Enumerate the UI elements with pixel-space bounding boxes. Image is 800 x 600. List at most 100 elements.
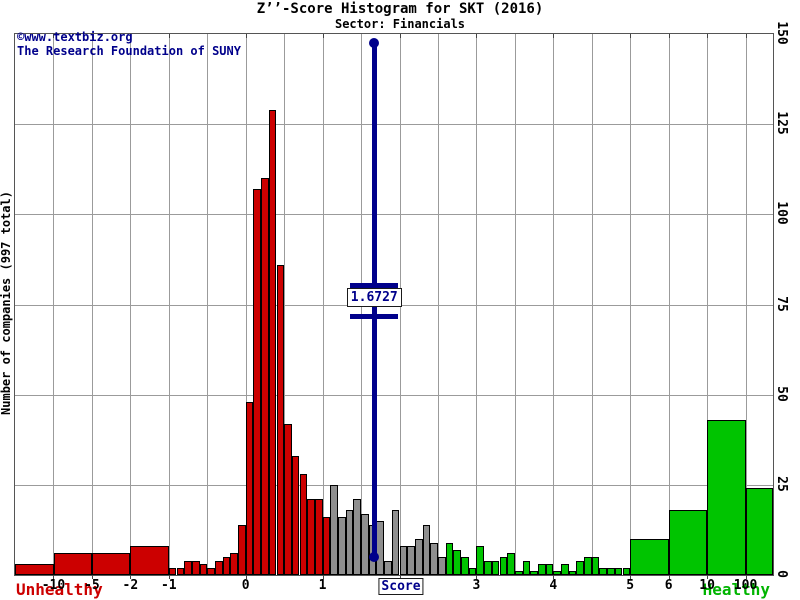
y-tick-label: 50: [774, 385, 790, 402]
marker-top-dot: [369, 38, 380, 48]
histogram-bar: [184, 560, 192, 575]
x-tick-mark-top: [53, 34, 55, 38]
histogram-bar: [230, 553, 238, 575]
x-tick-mark: [245, 575, 247, 579]
histogram-bar: [322, 517, 331, 575]
x-tick-mark: [553, 575, 555, 579]
y-tick-label: 100: [774, 201, 790, 226]
healthy-zone-label: Healthy: [702, 580, 770, 599]
y-tick-label: 75: [774, 295, 790, 312]
histogram-bar: [537, 564, 546, 575]
histogram-bar: [630, 538, 669, 575]
x-axis-title: Score: [378, 578, 424, 595]
histogram-bar: [599, 567, 608, 575]
histogram-bar: [453, 549, 461, 575]
watermark-org: The Research Foundation of SUNY: [17, 44, 241, 58]
histogram-bar: [191, 560, 200, 575]
y-tick-label: 25: [774, 475, 790, 492]
x-tick-label: 6: [664, 578, 673, 593]
x-tick-mark: [53, 575, 55, 579]
histogram-bar: [91, 553, 131, 575]
histogram-bar: [399, 546, 408, 575]
chart-subtitle: Sector: Financials: [334, 17, 466, 31]
x-tick-mark: [630, 575, 632, 579]
histogram-bar: [284, 423, 292, 575]
histogram-bar: [522, 560, 531, 575]
x-tick-label: -10: [41, 578, 66, 593]
histogram-bar: [291, 456, 300, 575]
histogram-bar: [253, 189, 262, 575]
x-tick-label: -1: [160, 578, 177, 593]
histogram-bar: [507, 553, 515, 575]
x-tick-mark: [91, 575, 93, 579]
histogram-bar: [199, 564, 208, 575]
x-tick-mark-top: [168, 34, 170, 38]
histogram-bar: [261, 178, 269, 575]
histogram-bar: [330, 484, 338, 575]
x-tick-label: 1: [318, 578, 327, 593]
histogram-bar: [53, 553, 92, 575]
x-tick-mark: [168, 575, 170, 579]
y-axis-title: Number of companies (997 total): [0, 191, 13, 415]
histogram-bar: [384, 560, 392, 575]
histogram-bar: [491, 560, 500, 575]
histogram-bar: [338, 517, 346, 575]
x-tick-mark-top: [245, 34, 247, 38]
histogram-bar: [553, 571, 561, 575]
histogram-bar: [15, 564, 54, 575]
gridline-horizontal: [15, 214, 773, 216]
histogram-bar: [576, 560, 585, 575]
histogram-bar: [568, 571, 577, 575]
x-tick-mark: [707, 575, 709, 579]
chart-title: Z’’-Score Histogram for SKT (2016): [256, 1, 544, 17]
histogram-bar: [484, 560, 492, 575]
histogram-bar: [745, 488, 773, 575]
histogram-bar: [607, 567, 615, 575]
x-tick-mark-top: [668, 34, 670, 38]
plot-area: -10-5-2-10123456101001.6727: [14, 33, 774, 593]
y-tick-label: 0: [774, 570, 790, 578]
x-tick-label: -5: [84, 578, 100, 593]
x-tick-mark-top: [130, 34, 132, 38]
histogram-bar: [591, 557, 600, 575]
x-tick-mark-top: [630, 34, 632, 38]
y-tick-label: 125: [774, 111, 790, 135]
histogram-bar: [622, 567, 631, 575]
histogram-bar: [468, 567, 477, 575]
histogram-bar: [168, 567, 177, 575]
x-tick-label: -2: [122, 578, 139, 593]
histogram-bar: [614, 567, 623, 575]
unhealthy-zone-label: Unhealthy: [16, 580, 103, 599]
histogram-bar: [314, 499, 323, 575]
x-tick-label: 3: [472, 578, 481, 593]
histogram-bar: [345, 510, 354, 575]
x-tick-label: 10: [699, 578, 715, 593]
histogram-bar: [376, 520, 385, 575]
x-tick-mark: [130, 575, 132, 579]
x-tick-label: 0: [241, 578, 250, 593]
histogram-bar: [668, 510, 708, 575]
histogram-bar: [430, 542, 438, 575]
x-tick-mark-top: [91, 34, 93, 38]
x-tick-mark: [322, 575, 324, 579]
histogram-bar: [445, 542, 454, 575]
marker-crossbar-upper: [350, 283, 399, 288]
x-tick-label: 4: [549, 578, 558, 593]
histogram-bar: [414, 538, 423, 575]
x-tick-mark-top: [745, 34, 747, 38]
x-tick-mark: [668, 575, 670, 579]
histogram-bar: [222, 557, 231, 575]
histogram-bar: [530, 571, 538, 575]
histogram-bar: [461, 557, 469, 575]
histogram-bar: [245, 401, 254, 575]
histogram-bar: [176, 567, 185, 575]
y-tick-label: 150: [774, 21, 790, 45]
histogram-bar: [307, 499, 315, 575]
gridline-horizontal: [15, 124, 773, 126]
histogram-bar: [561, 564, 569, 575]
x-tick-mark-top: [322, 34, 324, 38]
histogram-bar: [268, 109, 277, 575]
x-tick-mark-top: [476, 34, 478, 38]
histogram-bar: [707, 419, 746, 575]
